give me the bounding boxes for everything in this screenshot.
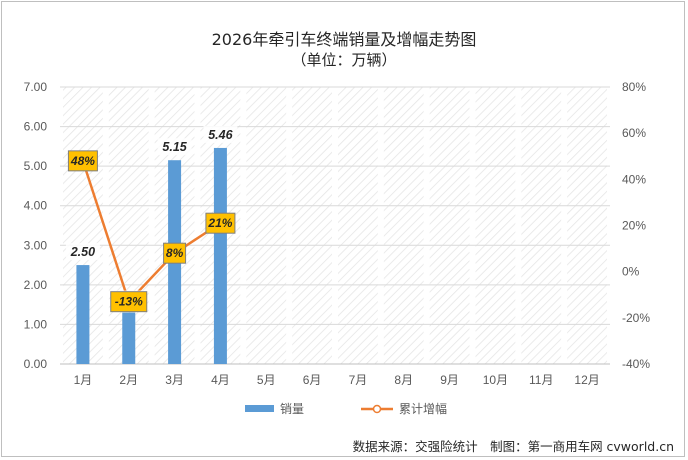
y-right-tick-label: 60% [622, 126, 646, 140]
y-left-tick-label: 1.00 [24, 317, 48, 331]
x-tick-label: 12月 [574, 373, 599, 387]
pct-label-box [205, 212, 236, 234]
bar-label-bg [203, 125, 238, 143]
legend-label-bar: 销量 [280, 402, 304, 416]
y-left-tick-label: 5.00 [24, 159, 48, 173]
source-note: 数据来源：交强险统计 制图：第一商用车网 cvworld.cn [352, 439, 674, 454]
x-tick-label: 9月 [440, 373, 459, 387]
bar [122, 312, 136, 364]
y-right-tick-label: -20% [622, 311, 650, 325]
x-tick-label: 8月 [394, 373, 413, 387]
x-tick-label: 6月 [303, 373, 322, 387]
y-right-tick-label: 0% [622, 265, 640, 279]
y-left-tick-label: 4.00 [24, 199, 48, 213]
plot-hatch [429, 87, 470, 364]
y-left-tick-label: 7.00 [24, 80, 48, 94]
y-right-tick-label: 20% [622, 219, 646, 233]
legend-label-line: 累计增幅 [399, 401, 447, 416]
x-tick-label: 3月 [165, 373, 184, 387]
y-right-tick-label: 40% [622, 172, 646, 186]
y-right-tick-label: 80% [622, 80, 646, 94]
x-tick-label: 10月 [483, 373, 508, 387]
x-tick-label: 7月 [349, 373, 368, 387]
line-series [81, 160, 222, 305]
bar-data-label: 2.50 [70, 245, 95, 259]
plot-hatch [567, 87, 607, 364]
bar [213, 147, 227, 364]
y-right-tick-label: -40% [622, 357, 650, 371]
x-tick-label: 11月 [529, 373, 553, 387]
chart-subtitle: （单位：万辆） [291, 51, 397, 69]
legend-swatch-marker [372, 404, 382, 414]
x-tick-label: 2月 [119, 373, 138, 387]
pct-data-label: 21% [207, 216, 232, 230]
pct-label-box [67, 150, 98, 172]
plot-hatch [338, 87, 378, 364]
chart-title: 2026年牵引车终端销量及增幅走势图 [211, 30, 477, 49]
pct-data-label: 48% [70, 154, 95, 168]
y-left-tick-label: 3.00 [24, 238, 48, 252]
plot-hatch [521, 87, 562, 364]
bar-label-bg [65, 243, 100, 261]
plot-hatch [383, 87, 424, 364]
y-left-tick-label: 6.00 [24, 120, 48, 134]
bar-data-label: 5.46 [208, 128, 233, 142]
bar-data-label: 5.15 [162, 140, 187, 154]
pct-data-label: -13% [115, 295, 143, 309]
pct-label-box [163, 242, 187, 264]
x-tick-label: 5月 [257, 373, 276, 387]
x-tick-label: 4月 [211, 373, 230, 387]
legend-swatch-bar [245, 405, 274, 412]
plot-hatch [292, 87, 332, 364]
plot-hatch [475, 87, 516, 364]
y-left-tick-label: 2.00 [24, 278, 48, 292]
y-left-tick-label: 0.00 [24, 357, 48, 371]
x-tick-label: 1月 [74, 373, 93, 387]
pct-label-box [110, 291, 148, 313]
pct-data-label: 8% [166, 246, 184, 260]
bar-label-bg [157, 138, 192, 156]
bar [76, 265, 90, 364]
plot-hatch [246, 87, 287, 364]
